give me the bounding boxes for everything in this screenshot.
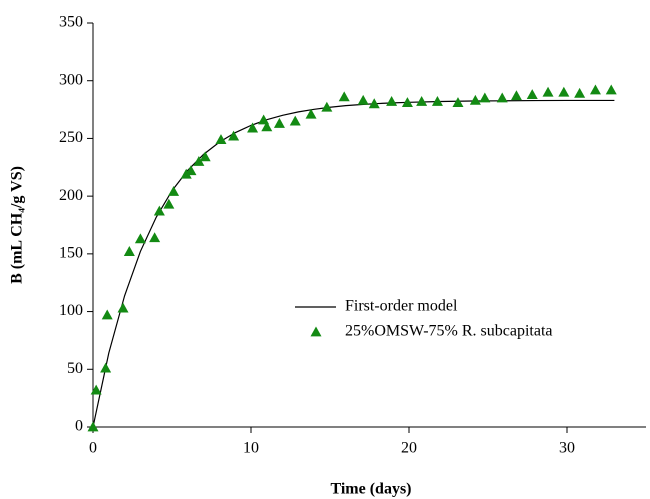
- x-tick-label: 30: [559, 440, 575, 457]
- y-tick-label: 150: [59, 245, 83, 262]
- model-line: [92, 99, 615, 428]
- data-point: [199, 151, 211, 162]
- data-point: [185, 165, 197, 176]
- data-point: [215, 134, 227, 144]
- data-point: [416, 95, 428, 106]
- data-point: [101, 309, 113, 320]
- data-point: [168, 186, 180, 196]
- data-point: [193, 156, 205, 166]
- data-point: [90, 384, 102, 395]
- data-point: [605, 84, 617, 95]
- data-point: [338, 91, 350, 102]
- legend-label: 25%OMSW-75% R. subcapitata: [345, 323, 553, 340]
- data-point: [273, 117, 285, 128]
- data-point: [386, 95, 398, 106]
- y-tick-label: 250: [59, 129, 83, 146]
- data-point: [558, 86, 570, 97]
- y-tick-label: 100: [59, 302, 83, 319]
- data-point: [247, 122, 259, 133]
- data-point: [496, 92, 508, 103]
- y-tick-label: 300: [59, 71, 83, 88]
- data-point: [153, 205, 165, 216]
- data-point: [87, 421, 99, 432]
- data-point: [452, 97, 464, 108]
- data-point: [258, 114, 270, 125]
- y-tick-label: 0: [75, 418, 83, 435]
- data-point: [479, 92, 491, 103]
- data-point: [180, 168, 192, 179]
- data-point: [431, 95, 443, 106]
- x-tick-label: 10: [243, 440, 259, 457]
- data-point: [149, 232, 161, 243]
- data-point: [401, 97, 413, 108]
- data-point: [134, 233, 146, 244]
- y-tick-label: 200: [59, 187, 83, 204]
- data-point: [542, 86, 554, 97]
- data-point: [510, 90, 522, 101]
- data-point: [289, 115, 301, 126]
- data-point: [228, 130, 240, 141]
- x-tick-label: 0: [89, 440, 97, 457]
- data-point: [305, 108, 317, 119]
- x-axis-title: Time (days): [330, 481, 411, 498]
- data-point: [368, 98, 380, 109]
- legend-marker: [310, 326, 322, 337]
- data-point: [526, 89, 538, 99]
- data-point: [100, 362, 112, 373]
- data-point: [357, 94, 369, 105]
- x-tick-label: 20: [401, 440, 417, 457]
- y-axis-title: B (mL CH₄/g VS): [9, 166, 26, 284]
- data-point: [123, 246, 135, 256]
- data-point: [469, 94, 481, 105]
- data-point: [574, 87, 586, 98]
- data-point: [261, 121, 273, 132]
- legend-label: First-order model: [345, 298, 458, 315]
- data-point: [321, 101, 333, 112]
- data-point: [117, 302, 129, 313]
- y-tick-label: 50: [67, 360, 83, 377]
- y-tick-label: 350: [59, 14, 83, 31]
- data-point: [589, 84, 601, 95]
- data-point: [163, 198, 175, 209]
